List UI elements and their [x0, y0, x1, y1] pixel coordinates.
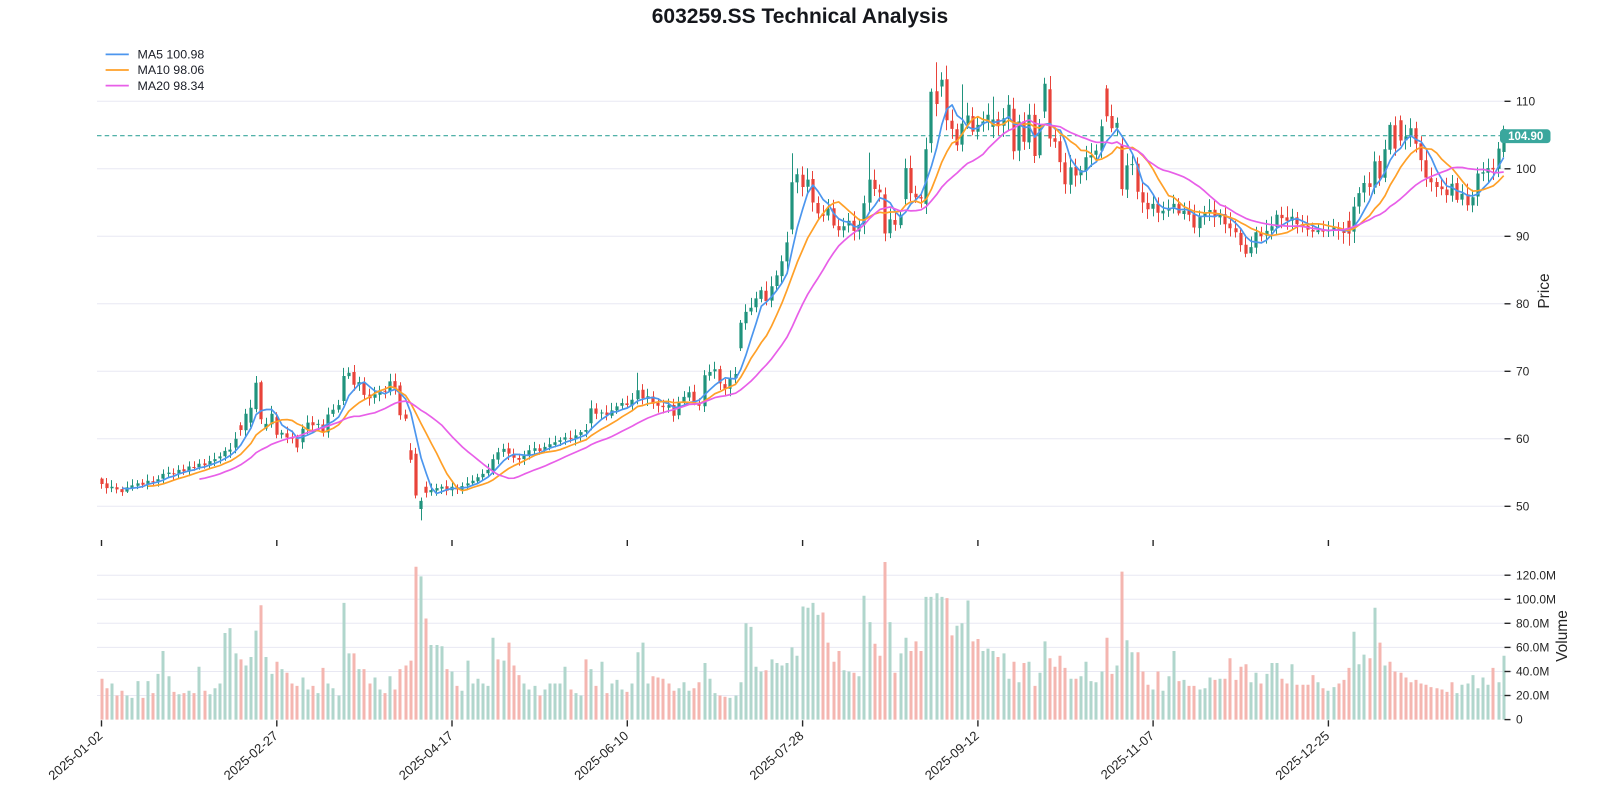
svg-text:603259.SS Technical Analysis: 603259.SS Technical Analysis	[652, 5, 949, 28]
svg-text:100.0M: 100.0M	[1516, 592, 1556, 606]
svg-text:80.0M: 80.0M	[1516, 616, 1549, 630]
svg-text:20.0M: 20.0M	[1516, 689, 1549, 703]
svg-text:100: 100	[1516, 162, 1536, 176]
svg-text:MA5 100.98: MA5 100.98	[138, 48, 205, 62]
svg-text:MA10 98.06: MA10 98.06	[138, 63, 205, 77]
svg-text:50: 50	[1516, 499, 1530, 513]
svg-text:60: 60	[1516, 432, 1530, 446]
svg-text:80: 80	[1516, 297, 1530, 311]
svg-text:104.90: 104.90	[1508, 131, 1543, 143]
svg-text:60.0M: 60.0M	[1516, 641, 1549, 655]
svg-text:110: 110	[1516, 94, 1535, 108]
svg-text:0: 0	[1516, 713, 1523, 727]
svg-text:Volume: Volume	[1554, 610, 1571, 662]
svg-text:40.0M: 40.0M	[1516, 665, 1549, 679]
svg-text:Price: Price	[1536, 273, 1553, 308]
svg-text:90: 90	[1516, 229, 1530, 243]
svg-text:MA20 98.34: MA20 98.34	[138, 79, 205, 93]
svg-text:70: 70	[1516, 364, 1530, 378]
svg-text:120.0M: 120.0M	[1516, 568, 1556, 582]
